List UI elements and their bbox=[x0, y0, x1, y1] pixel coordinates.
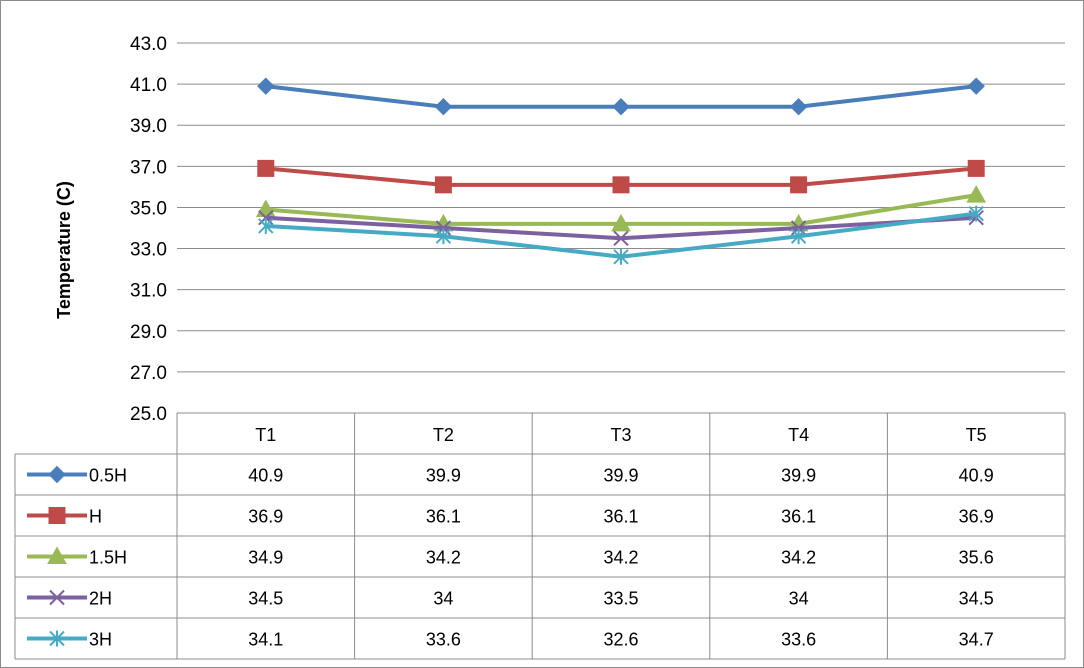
x-category-label: T2 bbox=[433, 425, 454, 445]
data-value-label: 39.9 bbox=[603, 466, 638, 486]
data-value-label: 36.1 bbox=[781, 507, 816, 527]
data-value-label: 34.2 bbox=[781, 548, 816, 568]
y-tick-label: 27.0 bbox=[130, 363, 167, 384]
data-value-label: 34.5 bbox=[959, 589, 994, 609]
legend-series-name: 0.5H bbox=[89, 466, 127, 486]
data-value-label: 34 bbox=[789, 589, 809, 609]
data-point bbox=[47, 546, 67, 564]
data-point bbox=[612, 176, 630, 194]
data-value-label: 36.1 bbox=[603, 507, 638, 527]
data-point bbox=[257, 159, 275, 177]
data-point bbox=[49, 630, 65, 647]
legend-series-name: H bbox=[89, 507, 102, 527]
data-point bbox=[48, 507, 66, 524]
data-value-label: 34.7 bbox=[959, 630, 994, 650]
data-point bbox=[966, 185, 987, 203]
data-point bbox=[967, 159, 985, 177]
data-value-label: 39.9 bbox=[781, 466, 816, 486]
data-value-label: 34.5 bbox=[248, 589, 283, 609]
data-point bbox=[434, 98, 453, 116]
data-point bbox=[435, 228, 452, 245]
data-value-label: 34.1 bbox=[248, 630, 283, 650]
data-point bbox=[967, 77, 985, 95]
data-point bbox=[968, 205, 984, 222]
series-lines bbox=[255, 77, 987, 265]
y-tick-label: 39.0 bbox=[130, 116, 167, 137]
data-value-label: 34.9 bbox=[248, 548, 283, 568]
data-point bbox=[613, 248, 629, 265]
data-point bbox=[613, 230, 629, 246]
data-point bbox=[612, 98, 630, 116]
x-category-label: T5 bbox=[966, 425, 987, 445]
y-tick-label: 35.0 bbox=[130, 198, 167, 219]
data-value-label: 39.9 bbox=[426, 466, 461, 486]
data-point bbox=[611, 213, 631, 232]
legend-series-name: 2H bbox=[89, 589, 112, 609]
y-tick-label: 37.0 bbox=[130, 157, 167, 178]
data-value-label: 32.6 bbox=[603, 630, 638, 650]
x-category-label: T4 bbox=[788, 425, 809, 445]
data-value-label: 33.6 bbox=[781, 630, 816, 650]
data-point bbox=[48, 465, 66, 484]
y-tick-label: 33.0 bbox=[130, 240, 167, 261]
y-tick-label: 29.0 bbox=[130, 322, 167, 343]
data-value-label: 36.1 bbox=[426, 507, 461, 527]
x-category-label: T3 bbox=[610, 425, 631, 445]
data-value-label: 35.6 bbox=[959, 548, 994, 568]
data-point bbox=[257, 77, 275, 95]
data-point bbox=[789, 98, 808, 116]
data-value-label: 40.9 bbox=[959, 466, 994, 486]
data-value-label: 34 bbox=[433, 589, 453, 609]
data-value-label: 36.9 bbox=[959, 507, 994, 527]
y-tick-label: 31.0 bbox=[130, 281, 167, 302]
data-point bbox=[434, 176, 452, 194]
data-point bbox=[258, 217, 274, 234]
data-point bbox=[49, 589, 65, 606]
data-point bbox=[790, 228, 807, 245]
legend-series-name: 1.5H bbox=[89, 548, 127, 568]
data-value-label: 33.6 bbox=[426, 630, 461, 650]
y-axis-label: Temperature (C) bbox=[54, 181, 74, 319]
data-value-label: 40.9 bbox=[248, 466, 283, 486]
data-value-label: 33.5 bbox=[603, 589, 638, 609]
y-tick-label: 41.0 bbox=[130, 75, 167, 96]
data-value-label: 34.2 bbox=[603, 548, 638, 568]
data-value-label: 34.2 bbox=[426, 548, 461, 568]
gridlines bbox=[177, 42, 1065, 414]
legend-series-name: 3H bbox=[89, 630, 112, 650]
y-tick-label: 25.0 bbox=[130, 404, 167, 425]
y-axis-ticks: 25.0 27.0 29.0 31.0 33.0 35.0 37.0 39.0 41.0 43.0 bbox=[130, 34, 167, 425]
y-tick-label: 43.0 bbox=[130, 34, 167, 55]
data-value-label: 36.9 bbox=[248, 507, 283, 527]
data-point bbox=[790, 176, 808, 194]
x-category-label: T1 bbox=[255, 425, 276, 445]
data-table: T1 T2 T3 T4 T5 0.5H 40.9 39.9 39.9 39.9 40.9 H 36.9 3… bbox=[14, 413, 1066, 660]
